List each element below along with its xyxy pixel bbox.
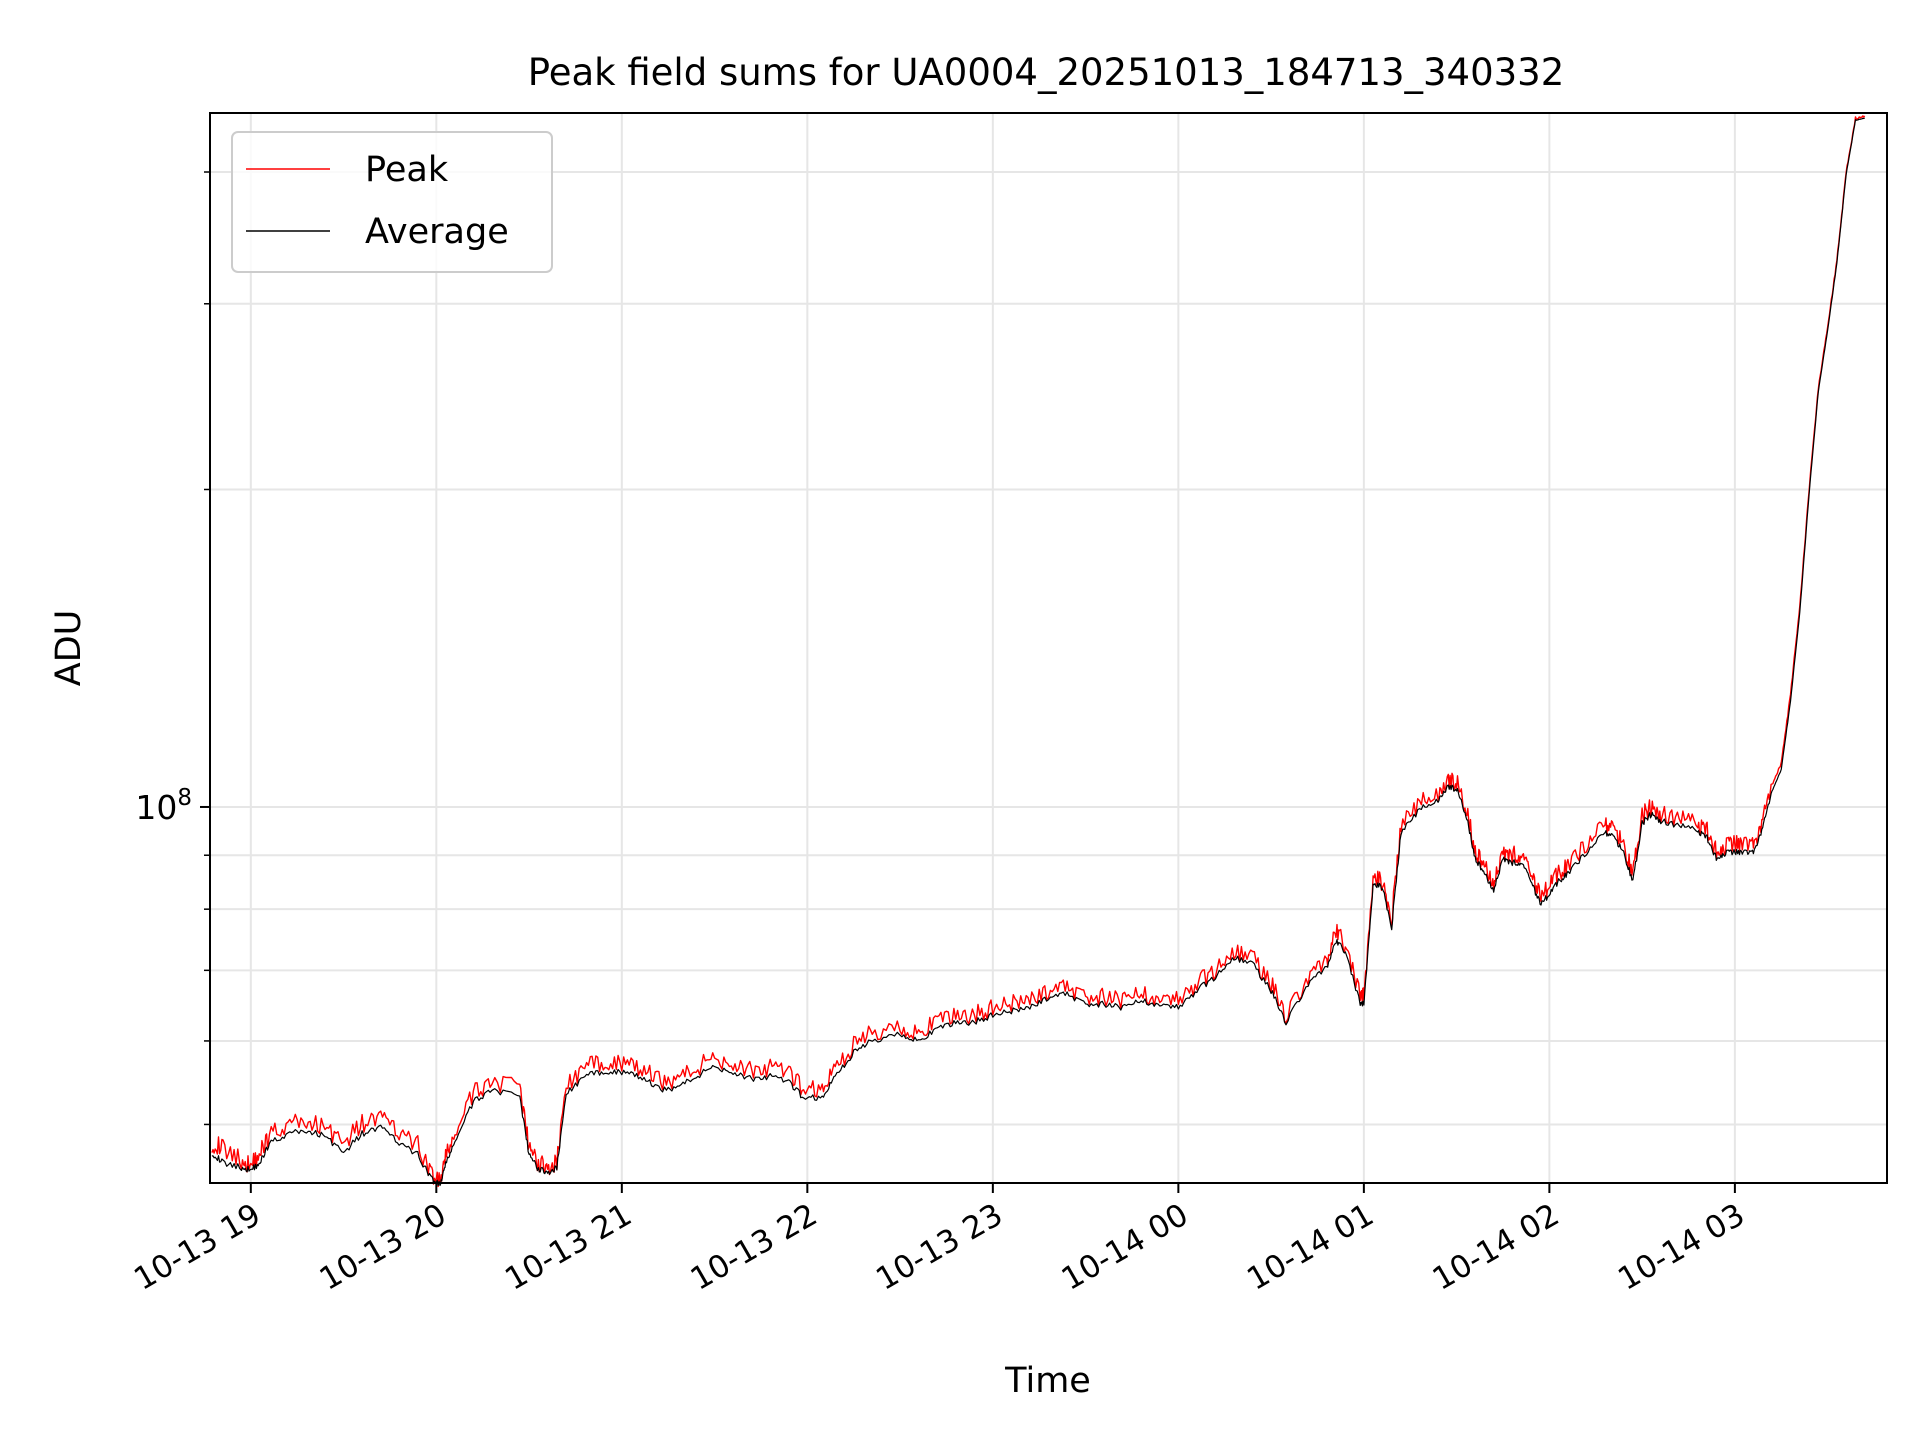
series-line-peak bbox=[211, 115, 1866, 1188]
legend-box bbox=[231, 131, 553, 273]
y-tick-label: 108 bbox=[135, 785, 192, 827]
series-line-average bbox=[211, 117, 1865, 1187]
y-axis-label: ADU bbox=[49, 610, 89, 687]
legend-peak-label: Peak bbox=[365, 150, 449, 190]
grid-layer bbox=[210, 113, 1887, 1183]
data-layer bbox=[211, 115, 1866, 1188]
x-axis-label: Time bbox=[1004, 1361, 1091, 1401]
legend-average-label: Average bbox=[365, 212, 509, 252]
legend: Peak Average bbox=[231, 131, 553, 273]
plot-frame bbox=[209, 112, 1888, 1184]
chart-title: Peak field sums for UA0004_20251013_1847… bbox=[528, 51, 1565, 94]
